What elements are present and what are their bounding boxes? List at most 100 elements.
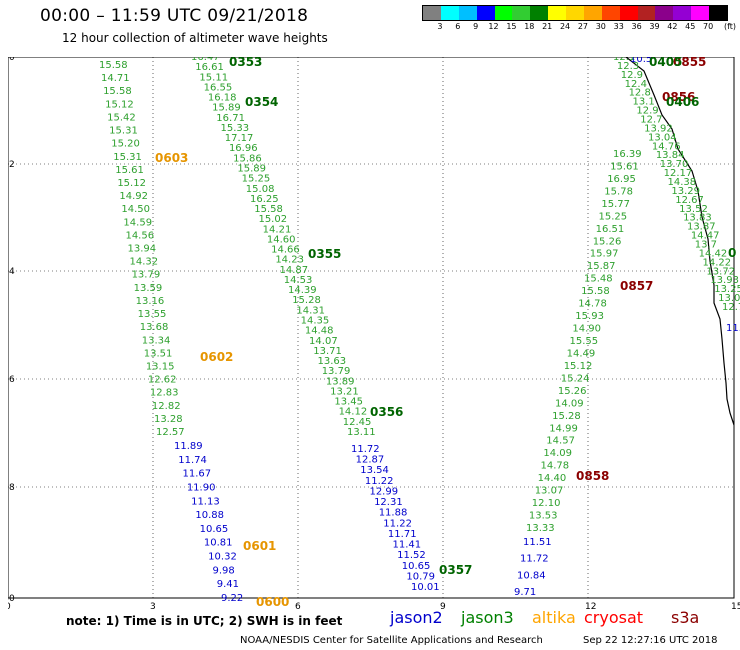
- x-tick-label: 15: [731, 602, 740, 609]
- track-value: 15.97: [590, 249, 619, 260]
- track-value: 15.77: [601, 199, 630, 210]
- track-value: 12.3: [617, 61, 639, 72]
- track-value: 14.12: [339, 407, 368, 418]
- track-value: 13.68: [140, 322, 169, 333]
- track-value: 15.26: [593, 236, 622, 247]
- track-value: 14.99: [549, 423, 578, 434]
- scale-label: 45: [685, 22, 696, 31]
- track-value: 15.61: [115, 165, 144, 176]
- scale-label: 12: [488, 22, 499, 31]
- track-value: 13.53: [529, 511, 558, 522]
- track-value: 13.07: [535, 486, 564, 497]
- track-value: 15.25: [242, 174, 271, 185]
- scale-swatch: [673, 6, 692, 20]
- track-value: 11.6: [726, 323, 740, 334]
- scale-swatch: [583, 6, 602, 20]
- track-value: 13.29: [671, 186, 700, 197]
- pass-time-label: 0856: [662, 90, 695, 104]
- y-tick-label: -22: [8, 160, 15, 170]
- track-value: 13.1: [632, 97, 654, 108]
- wave-height-color-scale: [422, 5, 728, 21]
- track-value: 13.28: [154, 414, 183, 425]
- track-value: 9.98: [212, 565, 234, 576]
- track-value: 12.17: [664, 168, 693, 179]
- track-value: 14.76: [652, 141, 681, 152]
- track-value: 16.61: [195, 62, 224, 73]
- credit-line: NOAA/NESDIS Center for Satellite Applica…: [240, 635, 543, 646]
- track-value: 10.84: [517, 570, 546, 581]
- track-value: 12.45: [343, 417, 372, 428]
- track-value: 10.79: [406, 571, 435, 582]
- y-tick-label: -20: [8, 57, 15, 63]
- pass-time-label: 0354: [245, 95, 278, 109]
- scale-swatch: [691, 6, 709, 20]
- track-value: 14.57: [546, 436, 575, 447]
- track-value: 12.82: [152, 401, 181, 412]
- track-value: 10.5: [630, 57, 652, 65]
- track-value: 14.78: [578, 299, 607, 310]
- track-value: 16.47: [191, 57, 220, 63]
- track-value: 14.31: [296, 305, 325, 316]
- track-value: 12.57: [156, 427, 185, 438]
- scale-swatch: [512, 6, 531, 20]
- track-value: 15.31: [109, 126, 138, 137]
- track-value: 12.10: [532, 498, 561, 509]
- track-value: 14.90: [572, 324, 601, 335]
- track-value: 13.52: [679, 204, 708, 215]
- scale-swatch: [637, 6, 656, 20]
- pass-time-label: 0857: [620, 279, 653, 293]
- track-value: 13.54: [360, 465, 389, 476]
- track-value: 14.87: [280, 265, 309, 276]
- pass-time-label: 0353: [229, 57, 262, 69]
- track-value: 13.11: [347, 427, 376, 438]
- track-value: 11.72: [520, 554, 549, 565]
- x-tick-label: 3: [150, 602, 156, 609]
- track-value: 15.28: [552, 411, 581, 422]
- track-value: 12.31: [374, 497, 403, 508]
- scale-label: 30: [595, 22, 606, 31]
- track-value: 10.01: [411, 582, 440, 593]
- pass-time-label: 0355: [308, 247, 341, 261]
- track-value: 14.49: [567, 348, 596, 359]
- scale-label: 39: [649, 22, 660, 31]
- track-value: 13.87: [687, 222, 716, 233]
- track-value: 12.99: [369, 486, 398, 497]
- pass-time-label: 0356: [370, 405, 403, 419]
- track-value: 13.51: [144, 348, 173, 359]
- track-value: 14.23: [275, 255, 304, 266]
- track-value: 11.72: [351, 444, 380, 455]
- scale-swatch: [494, 6, 513, 20]
- page-subtitle: 12 hour collection of altimeter wave hei…: [62, 31, 328, 45]
- scale-label: 21: [542, 22, 553, 31]
- track-value: 14.21: [263, 224, 292, 235]
- track-value: 14.38: [668, 177, 697, 188]
- track-value: 13.21: [330, 386, 359, 397]
- track-value: 11.22: [383, 518, 412, 529]
- track-value: 15.58: [254, 204, 283, 215]
- track-value: 14.47: [691, 231, 720, 242]
- track-value: 14.53: [284, 275, 313, 286]
- track-value: 14.48: [305, 326, 334, 337]
- track-value: 16.25: [250, 194, 279, 205]
- track-value: 11.52: [397, 550, 426, 561]
- pass-time-label: 0855: [673, 57, 706, 69]
- track-value: 15.78: [604, 186, 633, 197]
- track-value: 14.39: [288, 285, 317, 296]
- pass-time-labels: 0353 0354 0355 0356 0357 0603 0602 0601 0600 0855…: [155, 57, 706, 609]
- pass-time-label: 0603: [155, 151, 188, 165]
- track-value: 16.18: [208, 93, 237, 104]
- x-tick-label: 12: [585, 602, 596, 609]
- track-value: 9.71: [514, 587, 536, 598]
- track-value: 15.55: [570, 336, 599, 347]
- track-value: 11.51: [523, 537, 552, 548]
- scale-label: 36: [631, 22, 642, 31]
- track-value: 15.86: [233, 153, 262, 164]
- scale-swatch: [709, 6, 727, 20]
- scale-swatch: [423, 6, 441, 20]
- legend-s3a: s3a: [671, 608, 700, 627]
- track-value: 14.07: [309, 336, 338, 347]
- altimeter-map: 03691215-20-22-24-26-28-30 15.5814.7115.…: [8, 57, 740, 609]
- track-value: 14.56: [125, 230, 154, 241]
- track-value: 15.61: [610, 161, 639, 172]
- track-value: 14.78: [541, 461, 570, 472]
